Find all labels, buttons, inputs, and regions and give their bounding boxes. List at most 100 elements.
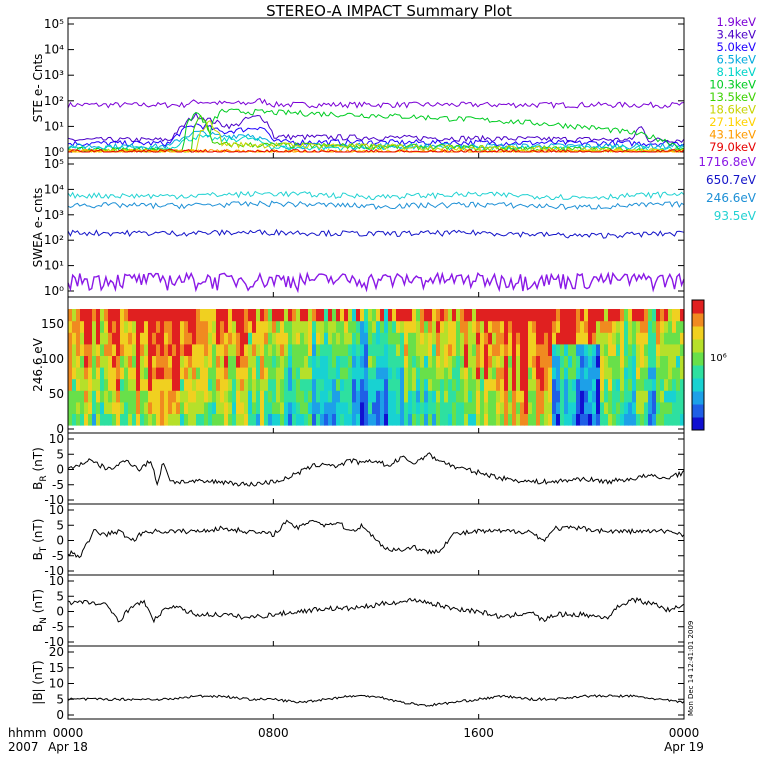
heatmap-cell [588,355,593,368]
heatmap-column [448,309,453,426]
heatmap-cell [144,390,149,403]
heatmap-column [544,309,549,426]
heatmap-cell [356,378,361,391]
heatmap-cell [628,413,633,426]
heatmap-cell [276,332,281,345]
heatmap-cell [428,367,433,380]
heatmap-cell [672,378,677,391]
heatmap-cell [536,343,541,356]
heatmap-cell [544,332,549,345]
heatmap-cell [160,413,165,426]
heatmap-cell [268,401,273,414]
ytick-label: 10³ [44,68,64,82]
heatmap-cell [244,332,249,345]
heatmap-cell [120,320,125,333]
heatmap-cell [284,390,289,403]
heatmap-cell [636,413,641,426]
series-line [67,200,685,211]
heatmap-cell [656,320,661,333]
heatmap-cell [676,355,681,368]
heatmap-cell [360,343,365,356]
heatmap-cell [316,378,321,391]
heatmap-cell [328,401,333,414]
heatmap-cell [572,390,577,403]
heatmap-column [236,309,241,426]
heatmap-cell [400,332,405,345]
heatmap-cell [136,390,141,403]
heatmap-cell [508,367,513,380]
heatmap-cell [148,309,153,322]
colorbar-cell [692,342,704,346]
heatmap-cell [628,355,633,368]
heatmap-cell [616,320,621,333]
heatmap-cell [632,401,637,414]
heatmap-cell [332,355,337,368]
heatmap-cell [600,343,605,356]
heatmap-column [208,309,213,426]
heatmap-cell [140,332,145,345]
heatmap-cell [356,332,361,345]
heatmap-cell [372,378,377,391]
heatmap-column [184,309,189,426]
heatmap-cell [540,355,545,368]
heatmap-cell [212,355,217,368]
heatmap-cell [264,332,269,345]
heatmap-cell [468,413,473,426]
heatmap-cell [352,378,357,391]
ste-legend-item: 3.4keV [717,28,757,42]
ylabel-ste: STE e- Cnts [31,54,45,123]
heatmap-cell [640,332,645,345]
heatmap-column [84,309,89,426]
heatmap-cell [608,378,613,391]
heatmap-cell [460,332,465,345]
ytick-label: 0 [56,422,64,436]
heatmap-cell [648,332,653,345]
heatmap-cell [408,401,413,414]
heatmap-column [644,309,649,426]
heatmap-cell [496,343,501,356]
heatmap-cell [144,378,149,391]
heatmap-cell [424,367,429,380]
heatmap-cell [456,332,461,345]
heatmap-cell [416,390,421,403]
heatmap-cell [152,332,157,345]
heatmap-cell [152,378,157,391]
heatmap-cell [148,378,153,391]
heatmap-cell [552,355,557,368]
heatmap-cell [244,367,249,380]
panel-frame [67,432,685,505]
heatmap-cell [388,413,393,426]
heatmap-cell [596,390,601,403]
heatmap-column [384,309,389,426]
ylabel-bn: BN (nT) [31,589,49,632]
heatmap-cell [524,332,529,345]
heatmap-cell [380,390,385,403]
heatmap-cell [256,367,261,380]
heatmap-cell [556,343,561,356]
heatmap-cell [156,343,161,356]
colorbar-cell [692,365,704,369]
swea-legend-item: 246.6eV [706,191,757,205]
heatmap-cell [260,320,265,333]
heatmap-cell [180,320,185,333]
heatmap-column [432,309,437,426]
heatmap-cell [404,332,409,345]
heatmap-cell [344,401,349,414]
heatmap-column [124,309,129,426]
heatmap-cell [352,355,357,368]
heatmap-cell [512,320,517,333]
heatmap-column [228,309,233,426]
heatmap-cell [176,343,181,356]
colorbar-cell [692,358,704,363]
heatmap-cell [160,355,165,368]
heatmap-cell [224,401,229,414]
heatmap-cell [664,355,669,368]
heatmap-cell [476,401,481,414]
heatmap-cell [300,390,305,403]
heatmap-cell [128,401,133,414]
heatmap-cell [352,343,357,356]
heatmap-cell [628,309,633,322]
panel-frame [67,645,685,720]
heatmap-column [340,309,345,426]
